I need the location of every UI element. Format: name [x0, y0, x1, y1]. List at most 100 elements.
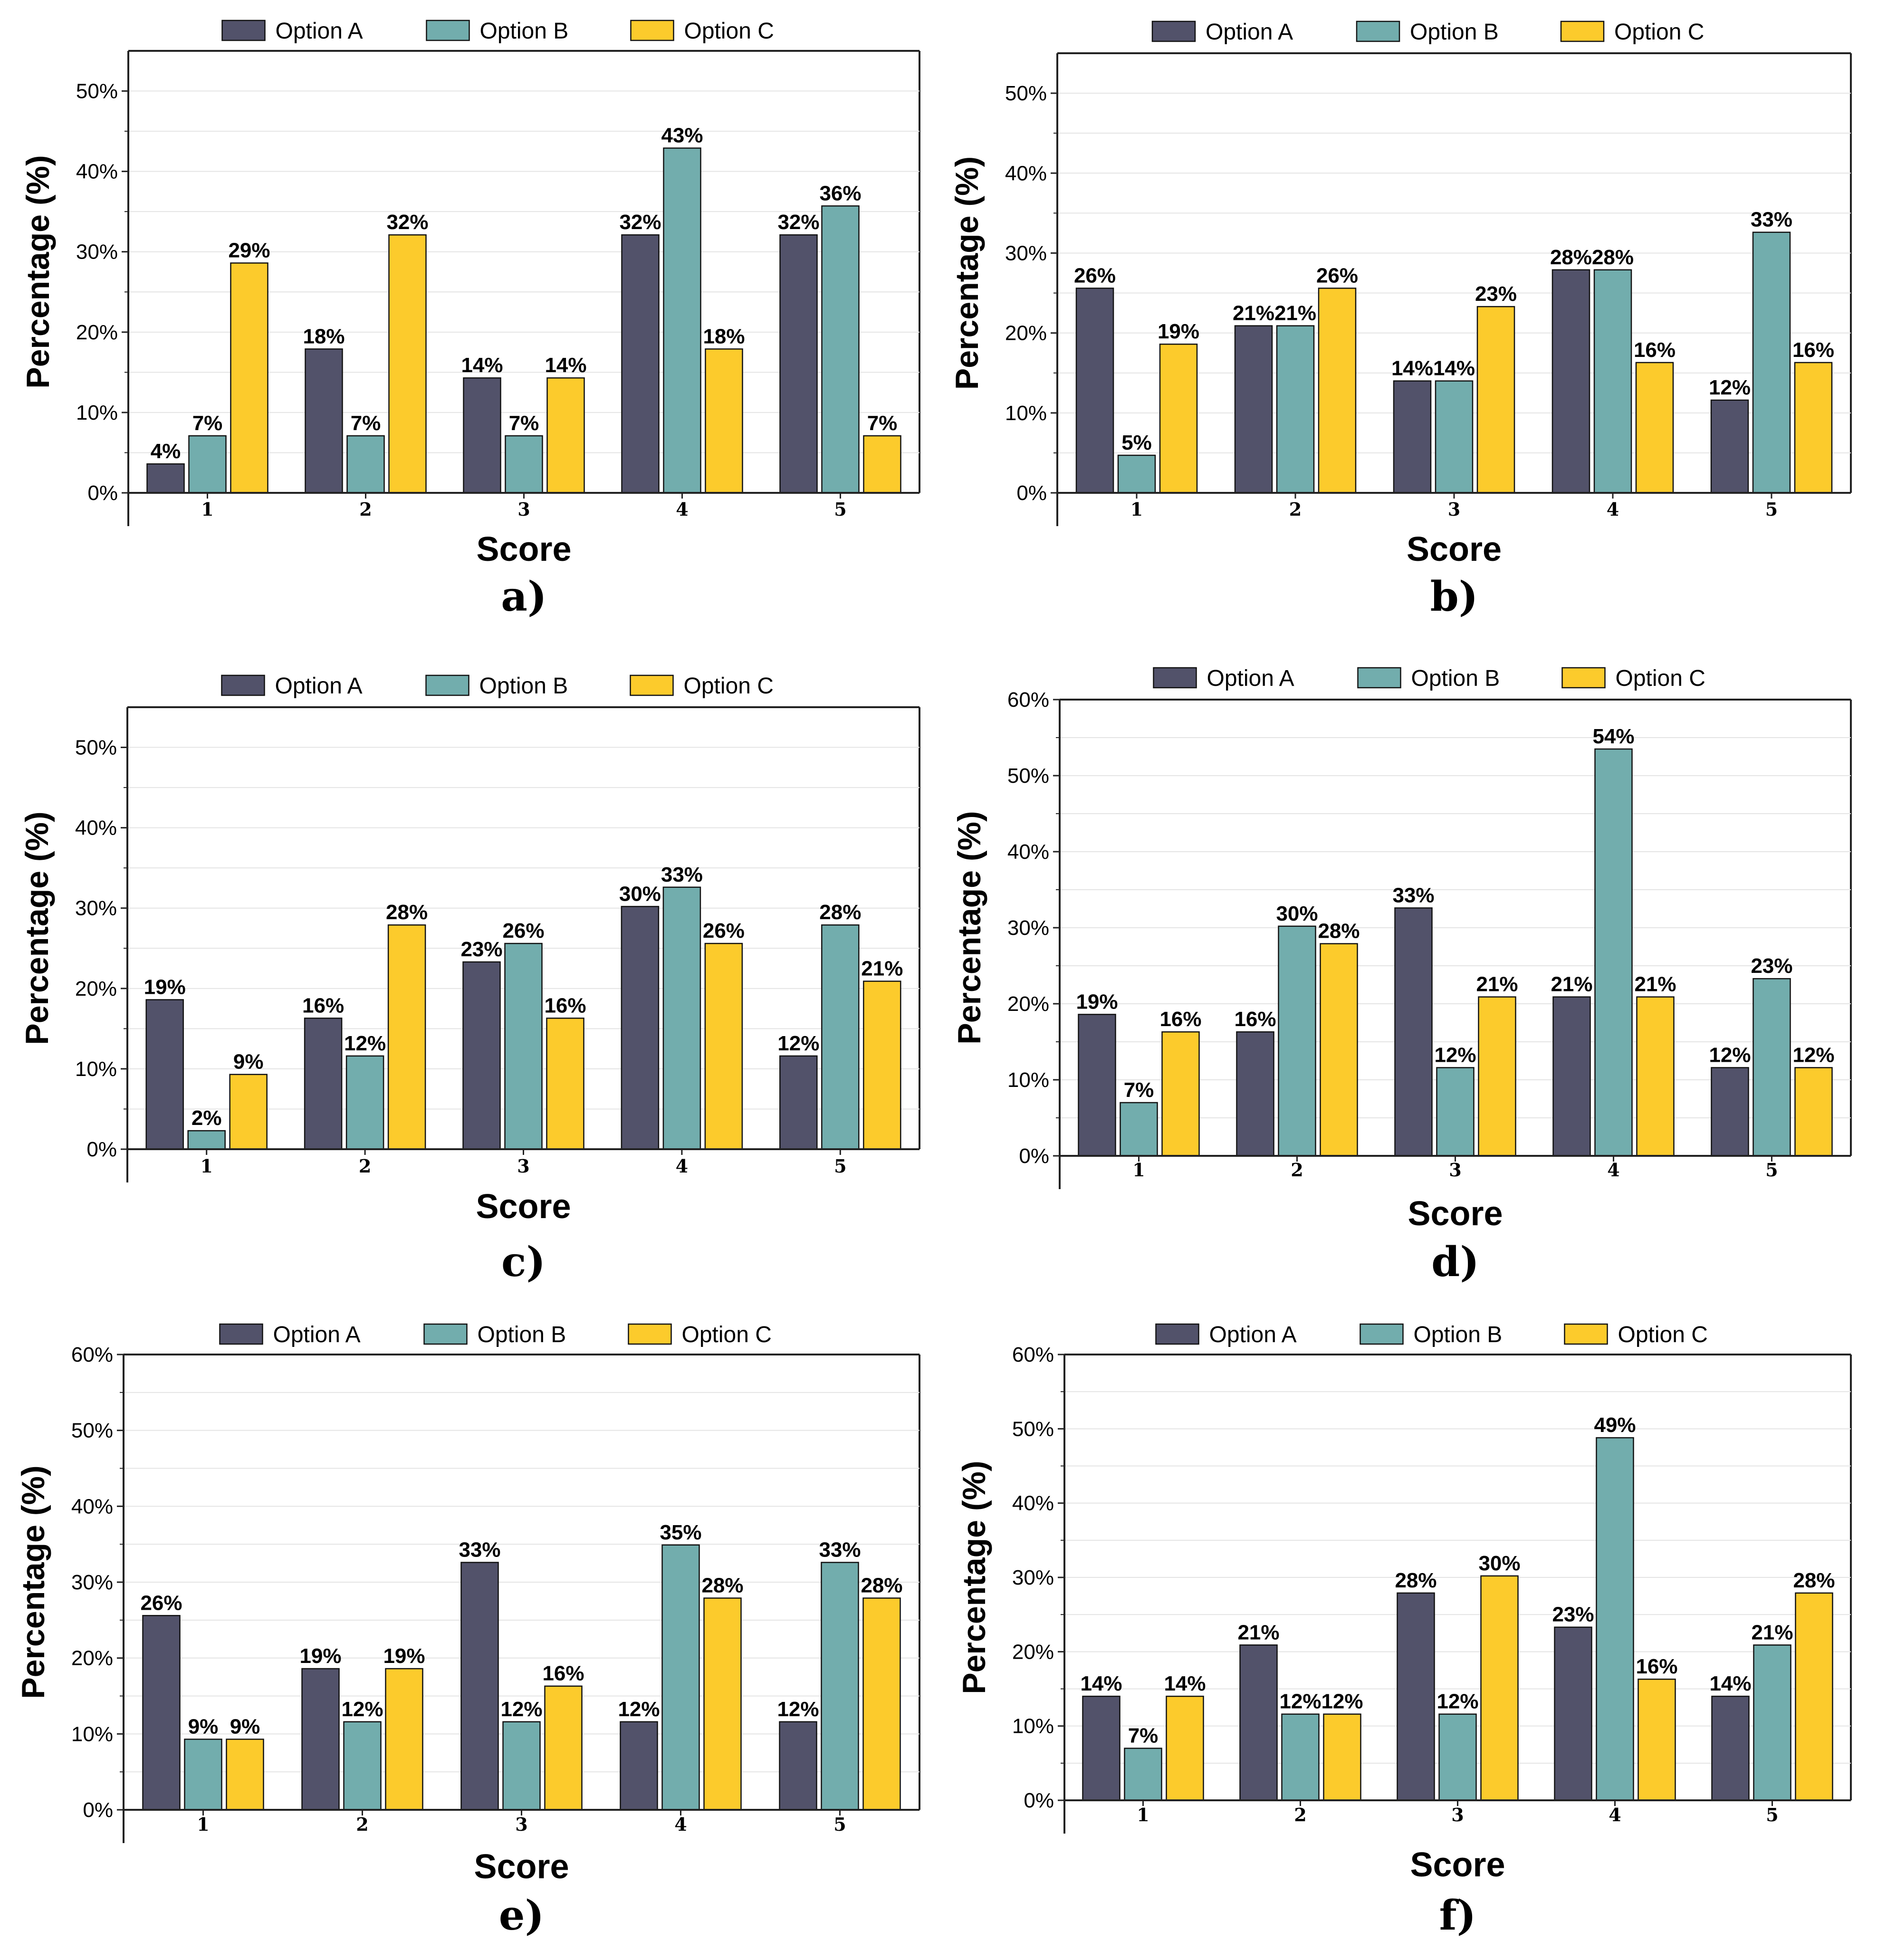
data-label: 5% [1121, 431, 1152, 454]
data-label: 33% [661, 863, 703, 886]
data-label: 21% [1274, 302, 1316, 325]
data-label: 14% [1080, 1672, 1122, 1695]
legend-label: Option C [1614, 19, 1704, 45]
bar-option-b-score-4 [1594, 748, 1633, 1157]
data-label: 30% [619, 882, 661, 905]
data-label: 32% [386, 211, 428, 234]
legend-label: Option C [1618, 1322, 1708, 1347]
y-tick-label: 50% [1005, 82, 1047, 105]
x-tick-label: 3 [1449, 1159, 1461, 1181]
x-tick-label: 5 [1765, 1159, 1778, 1181]
legend-swatch-option-b [425, 674, 469, 696]
data-label: 12% [777, 1698, 819, 1721]
x-tick-label: 4 [1609, 1804, 1621, 1825]
data-label: 16% [1634, 338, 1676, 362]
legend-label: Option C [684, 19, 774, 44]
data-label: 29% [228, 239, 270, 262]
data-label: 26% [140, 1591, 182, 1614]
data-label: 35% [660, 1521, 701, 1544]
y-tick-label: 30% [1005, 241, 1047, 265]
data-label: 21% [1751, 1621, 1793, 1644]
legend: Option A Option B Option C [221, 19, 774, 44]
x-tick-label: 3 [515, 1814, 527, 1835]
y-tick-label: 50% [76, 80, 118, 103]
data-label: 49% [1594, 1413, 1636, 1437]
bar-option-c-score-2 [385, 1668, 423, 1811]
bar-option-c-score-5 [1794, 362, 1833, 494]
y-tick-label: 60% [1012, 1343, 1054, 1366]
bar-option-c-score-4 [705, 348, 743, 494]
x-tick-label: 5 [834, 1155, 846, 1177]
data-label: 28% [819, 901, 861, 924]
bar-option-b-score-5 [821, 205, 860, 494]
bar-option-b-score-4 [661, 1544, 700, 1811]
data-label: 16% [1234, 1008, 1276, 1031]
data-label: 12% [777, 1032, 819, 1055]
bar-option-c-score-3 [544, 1685, 583, 1811]
data-label: 26% [1074, 264, 1116, 287]
data-label: 12% [500, 1698, 542, 1721]
bar-option-a-score-5 [1711, 1067, 1749, 1157]
y-tick-label: 0% [1016, 481, 1047, 505]
bar-option-b-score-2 [343, 1721, 382, 1811]
data-label: 12% [618, 1698, 660, 1721]
chart-panel-d: 19%7%16%116%30%28%233%12%21%321%54%21%41… [951, 666, 1852, 1286]
x-tick-label: 2 [1294, 1804, 1306, 1825]
legend-label: Option C [682, 1322, 772, 1347]
bar-option-a-score-5 [1710, 399, 1749, 494]
bar-option-b-score-4 [663, 147, 701, 494]
y-tick-label: 0% [1019, 1144, 1049, 1168]
bar-option-c-score-1 [1166, 1695, 1204, 1801]
legend-swatch-option-c [1561, 667, 1606, 689]
legend-label: Option A [276, 19, 363, 44]
bar-option-c-score-2 [1320, 943, 1358, 1157]
bar-option-b-score-1 [1124, 1748, 1162, 1801]
legend-swatch-option-a [221, 19, 266, 41]
bar-option-a-score-2 [1239, 1644, 1278, 1801]
bar-option-c-score-4 [1636, 996, 1675, 1157]
data-label: 12% [1436, 1690, 1478, 1713]
data-label: 18% [703, 325, 745, 348]
x-axis-title: Score [476, 1188, 571, 1226]
data-label: 2% [192, 1106, 222, 1130]
bar-option-c-score-5 [1795, 1592, 1833, 1801]
legend-swatch-option-c [628, 1323, 672, 1345]
y-axis-title: Percentage (%) [20, 155, 56, 388]
data-label: 18% [303, 325, 345, 348]
bar-option-c-score-1 [229, 1074, 268, 1150]
y-axis-title: Percentage (%) [951, 811, 987, 1044]
bar-option-b-score-1 [1120, 1102, 1158, 1157]
bar-option-a-score-1 [1078, 1014, 1116, 1157]
legend: Option A Option B Option C [1155, 1322, 1708, 1347]
chart-panel-e: 26%9% 9%119%12%19%233%12%16%312%35%28%412… [15, 1322, 920, 1940]
x-axis-title: Score [1407, 530, 1502, 568]
x-axis-title: Score [474, 1848, 569, 1886]
bar-option-b-score-2 [1276, 325, 1315, 494]
bar-option-a-score-4 [1554, 1626, 1592, 1801]
bar-option-b-score-5 [821, 1562, 859, 1811]
y-tick-label: 10% [1012, 1715, 1054, 1738]
panel-label: c) [501, 1238, 546, 1286]
data-label: 9% [230, 1715, 260, 1739]
y-tick-label: 10% [76, 401, 118, 424]
y-tick-label: 30% [75, 897, 117, 920]
data-label: 19% [144, 975, 186, 999]
data-label: 7% [867, 412, 898, 435]
chart-panel-b: 26%5%19%121% 21%26%214% 14%23%328% 28%16%41… [949, 19, 1852, 621]
legend-swatch-option-a [1151, 20, 1196, 42]
y-tick-label: 0% [83, 1798, 113, 1822]
y-tick-label: 50% [1007, 764, 1049, 788]
data-label: 16% [544, 994, 586, 1017]
data-label: 28% [386, 901, 428, 924]
legend-swatch-option-a [219, 1323, 263, 1345]
panel-label: b) [1430, 573, 1478, 621]
chart-panel-f: 14%7%14%121%12% 12%228%12%30%323%49%16%41… [956, 1322, 1852, 1940]
bar-option-a-score-2 [305, 348, 343, 494]
panel-label: f) [1439, 1892, 1476, 1940]
x-tick-label: 2 [356, 1814, 368, 1835]
data-label: 23% [460, 938, 502, 961]
data-label: 33% [819, 1538, 861, 1561]
bar-option-b-score-3 [505, 435, 543, 494]
legend-swatch-option-b [426, 19, 470, 41]
